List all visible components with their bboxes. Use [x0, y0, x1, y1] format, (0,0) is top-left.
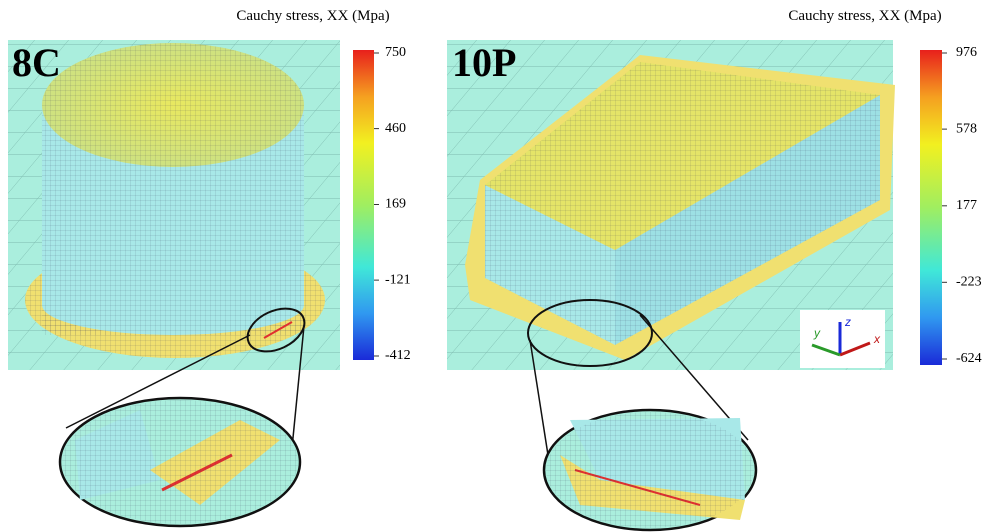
panel-label: 8C	[12, 40, 61, 85]
colorbar-scale	[920, 50, 942, 365]
colorbar-tick-label: -624	[956, 351, 982, 366]
colorbar-tick-label: 976	[956, 45, 977, 60]
colorbar-tick-label: 578	[956, 121, 977, 136]
panel-10p: 10P z x y	[447, 40, 895, 530]
colorbar-tick-label: 177	[956, 198, 977, 213]
axis-z: z	[844, 315, 851, 329]
colorbar-tick-label: -223	[956, 275, 982, 290]
figure: 8C 10P z x y Cauchy stress, XX (Mpa) 75	[0, 0, 994, 532]
colorbar-tick-label: -121	[385, 272, 411, 287]
axis-triad: z x y	[800, 310, 885, 368]
colorbar-tick-label: 169	[385, 197, 406, 212]
colorbar-title: Cauchy stress, XX (Mpa)	[788, 8, 941, 24]
panel-8c: 8C	[8, 40, 340, 526]
axis-y: y	[813, 326, 821, 340]
panel-label: 10P	[452, 40, 516, 85]
colorbar-tick-label: 460	[385, 121, 406, 136]
colorbar-tick-label: 750	[385, 45, 406, 60]
colorbar-tick-label: -412	[385, 348, 411, 363]
colorbar-scale	[353, 50, 374, 360]
colorbar-title: Cauchy stress, XX (Mpa)	[236, 8, 389, 24]
axis-x: x	[873, 332, 881, 346]
